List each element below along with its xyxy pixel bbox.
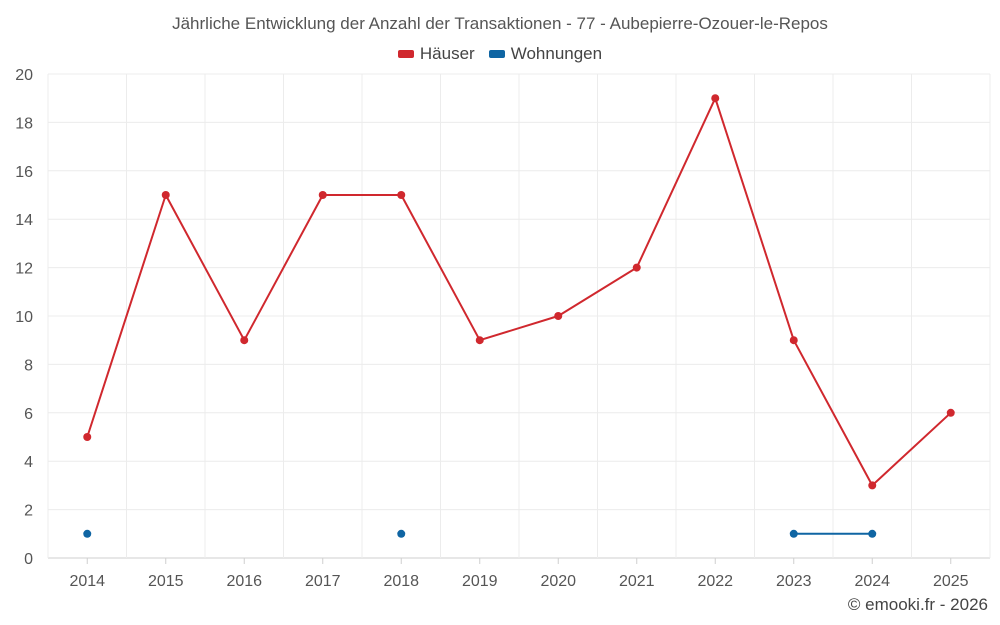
credit-text: © emooki.fr - 2026: [847, 595, 988, 614]
x-tick-label: 2019: [462, 573, 498, 590]
x-tick-label: 2016: [226, 573, 262, 590]
legend-swatch-haeuser: [397, 50, 414, 58]
y-tick-label: 20: [15, 67, 33, 84]
data-point-wohnungen: [789, 529, 798, 538]
y-tick-label: 10: [15, 309, 33, 326]
data-point-haeuser: [240, 336, 249, 345]
y-tick-label: 18: [15, 115, 33, 132]
data-point-wohnungen: [868, 529, 877, 538]
y-tick-label: 16: [15, 164, 33, 181]
data-point-haeuser: [946, 408, 955, 417]
x-tick-label: 2018: [383, 573, 419, 590]
y-tick-label: 0: [24, 551, 33, 568]
series-line-haeuser: [86, 97, 952, 487]
x-tick-label: 2024: [854, 573, 890, 590]
data-point-haeuser: [554, 312, 563, 320]
legend-label-haeuser: Häuser: [419, 44, 475, 63]
y-tick-label: 2: [24, 503, 33, 520]
x-tick-label: 2017: [305, 573, 341, 590]
data-point-haeuser: [711, 94, 720, 103]
y-tick-label: 12: [15, 261, 33, 278]
x-tick-label: 2023: [776, 573, 812, 590]
y-tick-label: 8: [24, 357, 33, 374]
data-point-haeuser: [632, 263, 641, 272]
x-tick-label: 2014: [69, 573, 105, 590]
legend-label-wohnungen: Wohnungen: [510, 44, 603, 63]
x-tick-label: 2025: [933, 573, 969, 590]
y-tick-label: 14: [15, 212, 33, 229]
x-tick-label: 2020: [540, 573, 576, 590]
data-point-haeuser: [83, 433, 92, 441]
data-point-haeuser: [161, 191, 170, 199]
legend-item-wohnungen[interactable]: Wohnungen: [488, 44, 603, 64]
x-tick-label: 2015: [148, 573, 184, 590]
data-point-haeuser: [868, 481, 877, 490]
y-tick-label: 6: [24, 406, 33, 423]
data-point-haeuser: [789, 336, 798, 345]
legend-swatch-wohnungen: [488, 50, 505, 58]
legend-item-haeuser[interactable]: Häuser: [397, 44, 475, 64]
data-point-haeuser: [397, 191, 406, 199]
chart-title: Jährliche Entwicklung der Anzahl der Tra…: [172, 14, 828, 33]
data-point-wohnungen: [83, 529, 92, 538]
legend: Häuser Wohnungen: [0, 44, 1000, 64]
data-point-wohnungen: [397, 529, 406, 538]
x-tick-label: 2022: [697, 573, 733, 590]
x-tick-label: 2021: [619, 573, 655, 590]
y-tick-label: 4: [24, 454, 33, 471]
data-point-haeuser: [318, 191, 327, 199]
data-point-haeuser: [475, 336, 484, 345]
